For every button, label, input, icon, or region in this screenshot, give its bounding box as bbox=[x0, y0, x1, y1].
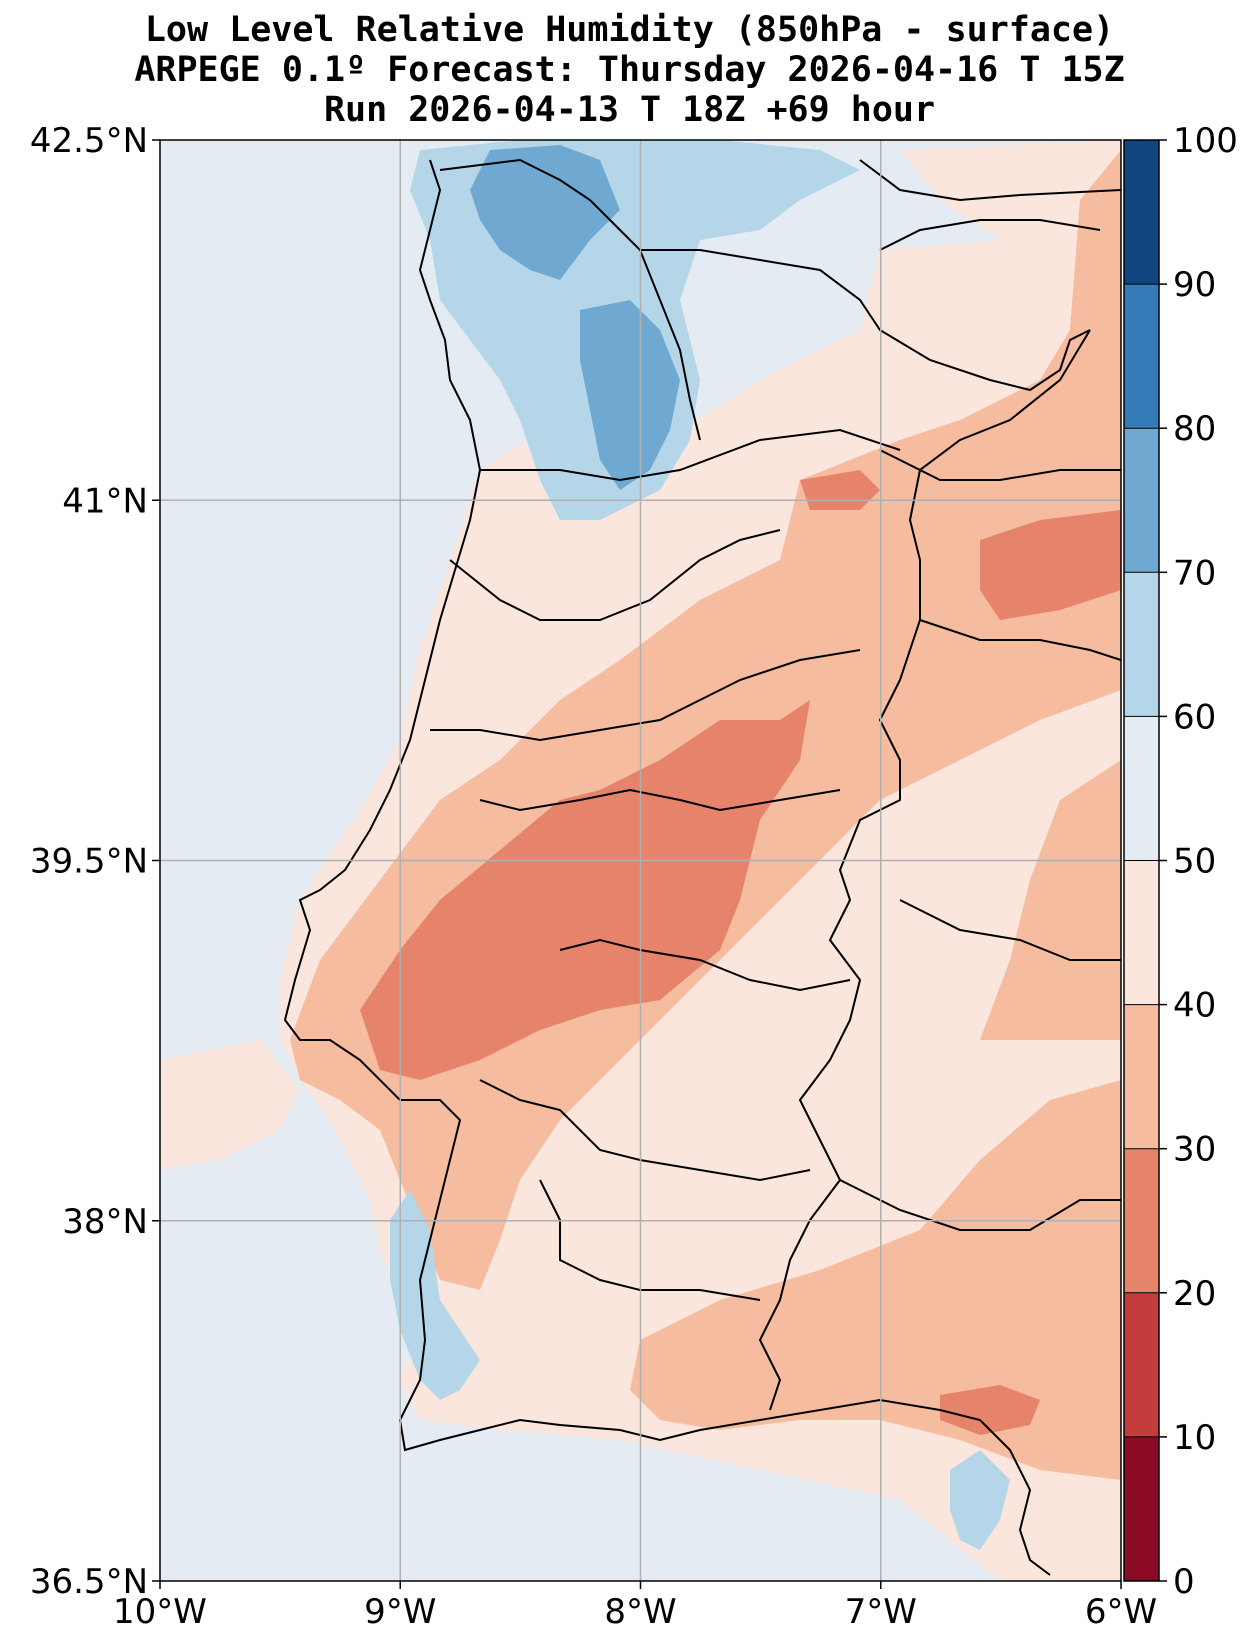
colorbar-tick-label: 80 bbox=[1173, 409, 1216, 449]
lon-tick-label: 7°W bbox=[845, 1592, 917, 1632]
lon-tick-label: 9°W bbox=[364, 1592, 436, 1632]
humidity-70-80-center bbox=[580, 300, 680, 490]
map-borders bbox=[283, 158, 1121, 1576]
humidity-40-50-north bbox=[900, 140, 1121, 240]
humidity-20-30-east bbox=[980, 510, 1121, 620]
humidity-30-40-east bbox=[980, 760, 1121, 1040]
longitude-axis: 10°W 9°W 8°W 7°W 6°W bbox=[113, 1581, 1157, 1632]
colorbar-tick-label: 50 bbox=[1173, 842, 1216, 882]
colorbar-segment bbox=[1124, 860, 1159, 1005]
colorbar-tick-label: 10 bbox=[1173, 1418, 1216, 1458]
title-line-2: ARPEGE 0.1º Forecast: Thursday 2026-04-1… bbox=[134, 50, 1125, 90]
humidity-60-70-southeast bbox=[950, 1450, 1010, 1550]
humidity-40-50-offshore bbox=[160, 1040, 300, 1170]
colorbar-tick-label: 40 bbox=[1173, 986, 1216, 1026]
lon-tick-label: 8°W bbox=[604, 1592, 676, 1632]
colorbar-segment bbox=[1124, 1292, 1159, 1437]
colorbar-tick-label: 30 bbox=[1173, 1130, 1216, 1170]
district-border-12 bbox=[639, 249, 701, 441]
west-coastline bbox=[283, 159, 1051, 1576]
title-line-3: Run 2026-04-13 T 18Z +69 hour bbox=[323, 90, 936, 130]
colorbar-tick-label: 70 bbox=[1173, 553, 1216, 593]
title-line-1: Low Level Relative Humidity (850hPa - su… bbox=[144, 10, 1115, 50]
colorbar-segment bbox=[1124, 1148, 1159, 1293]
district-border-1 bbox=[480, 428, 901, 482]
humidity-30-40-south bbox=[630, 1080, 1121, 1480]
colorbar: 0 10 20 30 40 50 60 70 80 90 100 bbox=[1123, 121, 1238, 1602]
colorbar-segment bbox=[1124, 284, 1159, 429]
humidity-20-30-algarve bbox=[940, 1385, 1040, 1435]
district-border-10 bbox=[899, 899, 1121, 961]
colorbar-tick-label: 90 bbox=[1173, 265, 1216, 305]
district-border-13 bbox=[879, 219, 1101, 251]
spain-portugal-border-east bbox=[758, 329, 1091, 1411]
lon-tick-label: 10°W bbox=[113, 1592, 207, 1632]
colorbar-segment bbox=[1124, 572, 1159, 717]
lon-tick-label: 6°W bbox=[1085, 1592, 1157, 1632]
humidity-20-30-region bbox=[360, 700, 810, 1080]
lat-tick-label: 36.5°N bbox=[30, 1562, 148, 1602]
district-border-6 bbox=[479, 1079, 811, 1182]
colorbar-segment bbox=[1124, 1436, 1159, 1581]
colorbar-frame bbox=[1123, 139, 1160, 1582]
colorbar-segment bbox=[1124, 716, 1159, 861]
colorbar-segment bbox=[1124, 428, 1159, 573]
chart-title: Low Level Relative Humidity (850hPa - su… bbox=[0, 10, 1259, 130]
district-border-11 bbox=[879, 449, 1121, 481]
district-border-8 bbox=[839, 1179, 1121, 1231]
lat-tick-label: 41°N bbox=[62, 481, 148, 521]
colorbar-segment bbox=[1124, 1004, 1159, 1149]
latitude-axis: 42.5°N 41°N 39.5°N 38°N 36.5°N bbox=[30, 121, 160, 1602]
district-border-5 bbox=[559, 938, 851, 992]
colorbar-tick-label: 20 bbox=[1173, 1274, 1216, 1314]
map-gridlines bbox=[160, 140, 1121, 1581]
humidity-60-70-southwest bbox=[390, 1190, 480, 1400]
district-border-2 bbox=[449, 529, 781, 621]
district-border-3 bbox=[430, 649, 861, 742]
colorbar-segment bbox=[1124, 140, 1159, 285]
district-border-4 bbox=[479, 788, 841, 812]
lat-tick-label: 38°N bbox=[62, 1202, 148, 1242]
district-border-9 bbox=[919, 619, 1121, 661]
lat-tick-label: 39.5°N bbox=[30, 842, 148, 882]
colorbar-tick-label: 60 bbox=[1173, 697, 1216, 737]
lat-tick-label: 42.5°N bbox=[30, 121, 148, 161]
district-border-14 bbox=[859, 159, 1121, 202]
spain-portugal-border-north bbox=[439, 158, 1091, 392]
colorbar-tick-label: 0 bbox=[1173, 1562, 1195, 1602]
humidity-70-80-north bbox=[470, 145, 620, 280]
colorbar-tick-label: 100 bbox=[1173, 121, 1238, 161]
